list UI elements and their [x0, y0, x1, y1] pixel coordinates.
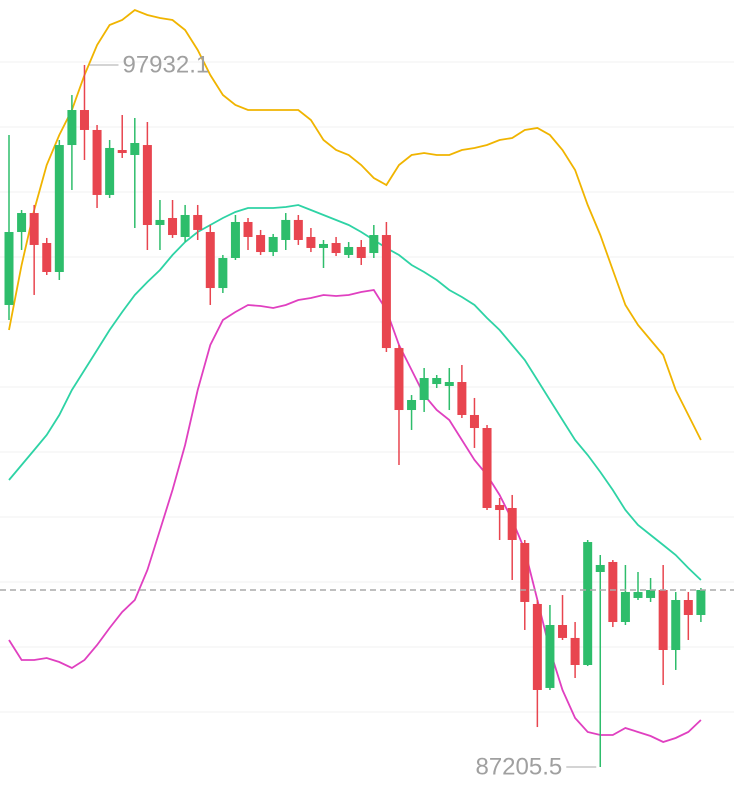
candle-body — [105, 147, 115, 195]
candle-body — [319, 243, 328, 248]
candle-body — [180, 214, 190, 237]
candle-body — [407, 400, 417, 411]
candle-body — [683, 600, 693, 615]
candle-body — [520, 543, 530, 602]
candle-body — [444, 382, 454, 386]
candle-body — [356, 246, 366, 258]
candle-body — [54, 145, 64, 272]
candle-body — [369, 235, 379, 254]
candle-body — [419, 378, 429, 401]
candle-body — [595, 564, 605, 572]
candle-body — [344, 246, 354, 255]
candle-body — [532, 603, 542, 690]
candle-body — [79, 110, 89, 130]
candle-body — [394, 348, 404, 411]
candle-body — [293, 219, 303, 240]
candle-body — [130, 142, 140, 155]
band-line — [8, 289, 702, 743]
candle-body — [205, 232, 215, 289]
candle-body — [583, 542, 593, 665]
candle-body — [67, 110, 77, 146]
candle-body — [608, 561, 618, 622]
candle-body — [29, 213, 39, 245]
candle-body — [545, 625, 555, 688]
candle-body — [193, 214, 203, 230]
band-line — [8, 204, 702, 581]
candle-body — [256, 235, 266, 253]
candle-body — [17, 213, 27, 233]
candle-body — [696, 589, 706, 615]
candle-body — [268, 236, 278, 253]
candle-body — [482, 428, 492, 508]
candle-body — [4, 232, 14, 305]
candle-body — [469, 414, 479, 429]
annotation-label: 97932.1 — [122, 51, 209, 78]
candle-body — [646, 589, 656, 598]
candle-body — [620, 592, 630, 622]
candle-body — [633, 592, 643, 598]
annotation-label: 87205.5 — [475, 753, 562, 780]
candle-body — [42, 242, 52, 272]
band-line — [8, 8, 702, 441]
candle-body — [155, 219, 165, 226]
candle-body — [281, 219, 291, 240]
candle-body — [306, 236, 316, 248]
candle-body — [570, 637, 580, 665]
candle-body — [117, 150, 127, 154]
candle-body — [331, 242, 341, 254]
candle-body — [495, 504, 505, 511]
candle-body — [168, 217, 178, 236]
candle-body — [218, 257, 228, 289]
candle-body — [243, 221, 253, 237]
candle-body — [230, 221, 240, 258]
candle-body — [92, 129, 102, 195]
candle-body — [457, 382, 467, 415]
candle-body — [381, 235, 391, 349]
candle-body — [558, 625, 568, 638]
candle-body — [507, 507, 517, 540]
candle-body — [658, 589, 668, 651]
candle-body — [142, 145, 152, 226]
candle-body — [671, 600, 681, 651]
candle-body — [432, 378, 442, 385]
